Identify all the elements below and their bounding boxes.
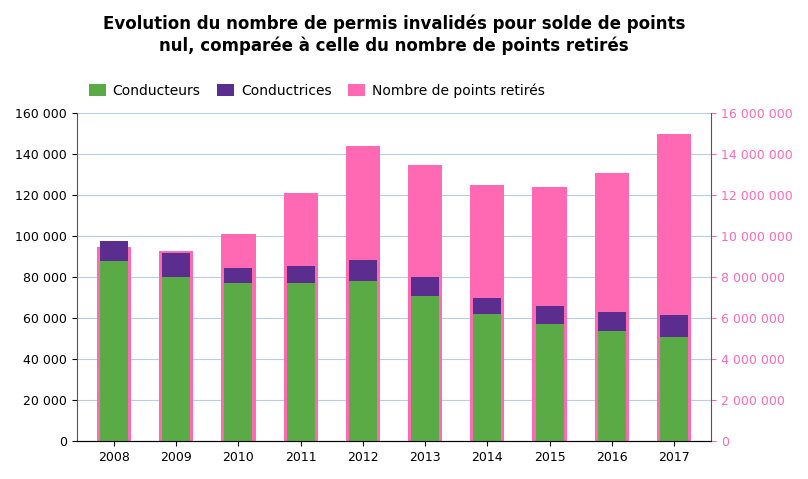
Legend: Conducteurs, Conductrices, Nombre de points retirés: Conducteurs, Conductrices, Nombre de poi… xyxy=(83,78,550,103)
Bar xyxy=(287,266,314,284)
Bar xyxy=(221,234,255,441)
Title: Evolution du nombre de permis invalidés pour solde de points
nul, comparée à cel: Evolution du nombre de permis invalidés … xyxy=(103,15,685,55)
Bar xyxy=(595,173,629,441)
Bar xyxy=(470,185,504,441)
Bar xyxy=(473,314,501,441)
Bar xyxy=(346,146,380,441)
Bar xyxy=(100,261,128,441)
Bar xyxy=(536,306,564,324)
Bar xyxy=(159,251,193,441)
Bar xyxy=(408,165,442,441)
Bar xyxy=(225,284,252,441)
Bar xyxy=(411,277,439,296)
Bar xyxy=(162,253,190,277)
Bar xyxy=(100,241,128,261)
Bar xyxy=(284,194,318,441)
Bar xyxy=(225,268,252,284)
Bar xyxy=(349,260,377,282)
Bar xyxy=(411,296,439,441)
Bar xyxy=(532,187,566,441)
Bar xyxy=(473,298,501,314)
Bar xyxy=(349,282,377,441)
Bar xyxy=(287,284,314,441)
Bar xyxy=(97,247,131,441)
Bar xyxy=(162,277,190,441)
Bar xyxy=(660,337,688,441)
Bar xyxy=(598,312,626,331)
Bar xyxy=(657,134,691,441)
Bar xyxy=(660,315,688,337)
Bar xyxy=(536,324,564,441)
Bar xyxy=(598,331,626,441)
